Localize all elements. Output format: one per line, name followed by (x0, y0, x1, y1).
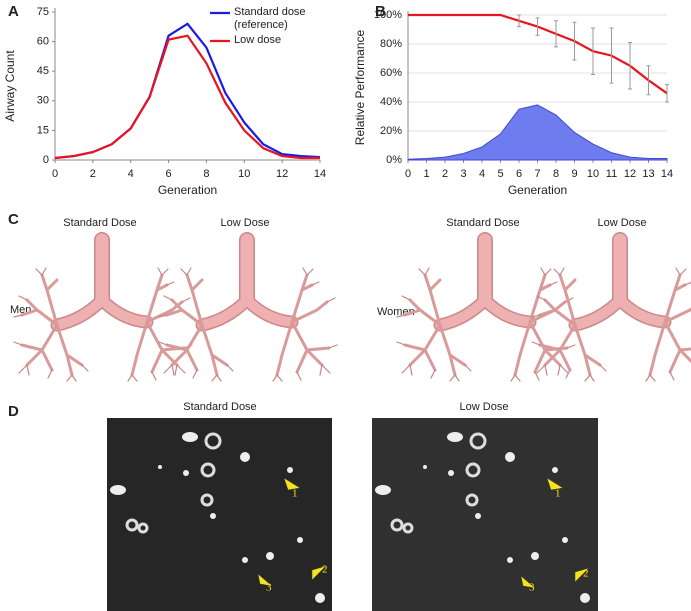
arrow-label: 3 (266, 582, 272, 594)
y-tick-label: 75 (37, 6, 49, 18)
error-bar (665, 84, 669, 103)
error-bar (572, 21, 577, 61)
error-bar (535, 17, 540, 36)
arrows (257, 477, 590, 589)
x-tick-label: 14 (314, 168, 326, 180)
x-tick-label: 4 (479, 168, 485, 180)
group-label: Women (377, 306, 415, 318)
panel-label: A (8, 3, 19, 20)
area (407, 104, 668, 161)
x-tick-label: 8 (553, 168, 559, 180)
arrow-label: 1 (292, 488, 298, 500)
ct-image (107, 418, 332, 611)
x-tick-label: 2 (90, 168, 96, 180)
x-tick-label: 7 (534, 168, 540, 180)
x-tick-label: 1 (423, 168, 429, 180)
x-tick-label: 0 (52, 168, 58, 180)
line (54, 34, 320, 160)
error-bar (517, 14, 521, 28)
y-tick-label: 40% (380, 96, 402, 108)
x-tick-label: 14 (661, 168, 673, 180)
arrow-label: 3 (529, 582, 535, 594)
airway-tree (14, 240, 192, 381)
x-tick-label: 8 (203, 168, 209, 180)
x-tick-label: 6 (166, 168, 172, 180)
panel-label: C (8, 211, 19, 228)
y-tick-label: 0% (386, 154, 402, 166)
x-axis-label: Generation (508, 183, 567, 197)
x-axis-label: Generation (158, 183, 217, 197)
y-tick-label: 45 (37, 65, 49, 77)
panel-label: B (375, 3, 386, 20)
arrow-label: 1 (555, 488, 561, 500)
x-tick-label: 6 (516, 168, 522, 180)
arrow-label: 2 (322, 564, 328, 576)
x-tick-label: 11 (606, 168, 617, 180)
y-tick-label: 60% (380, 67, 402, 79)
y-tick-label: 15 (37, 124, 49, 136)
y-tick-label: 100% (374, 9, 402, 21)
y-tick-label: 80% (380, 38, 402, 50)
error-bar (646, 65, 651, 96)
panel-title: Standard Dose (446, 217, 519, 229)
x-tick-label: 5 (497, 168, 503, 180)
x-tick-label: 10 (587, 168, 599, 180)
x-tick-label: 9 (571, 168, 577, 180)
x-tick-label: 4 (128, 168, 134, 180)
y-axis-label: Relative Performance (353, 29, 367, 145)
y-tick-label: 60 (37, 36, 49, 48)
y-tick-label: 20% (380, 125, 402, 137)
x-tick-label: 13 (642, 168, 654, 180)
panel-title: Low Dose (460, 401, 509, 413)
error-bar (554, 20, 558, 48)
arrow-labels: 1 2 3 1 2 3 (266, 488, 589, 594)
x-tick-label: 10 (238, 168, 250, 180)
panel-label: D (8, 403, 19, 420)
x-tick-label: 3 (460, 168, 466, 180)
ct-image (372, 418, 598, 611)
x-tick-label: 12 (276, 168, 288, 180)
arrow-label: 2 (583, 568, 589, 580)
airway-tree (159, 240, 337, 381)
panel-title: Standard Dose (183, 401, 256, 413)
x-tick-label: 2 (442, 168, 448, 180)
y-tick-label: 0 (43, 154, 49, 166)
y-tick-label: 30 (37, 95, 49, 107)
x-tick-label: 12 (624, 168, 636, 180)
error-bar (591, 27, 595, 75)
panel-title: Standard Dose (63, 217, 136, 229)
error-bar (628, 42, 632, 90)
x-tick-label: 0 (405, 168, 411, 180)
error-bar (609, 27, 614, 84)
legend-entry: Standard dose (reference) (234, 6, 306, 31)
legend-entry: Low dose (234, 34, 282, 46)
panel-title: Low Dose (598, 217, 647, 229)
panel-title: Low Dose (221, 217, 270, 229)
y-axis-label: Airway Count (3, 50, 17, 122)
